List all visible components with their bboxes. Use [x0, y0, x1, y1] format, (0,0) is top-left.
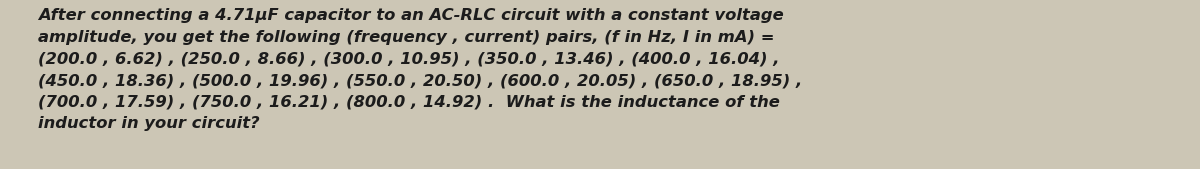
- Text: After connecting a 4.71μF capacitor to an AC-RLC circuit with a constant voltage: After connecting a 4.71μF capacitor to a…: [38, 8, 803, 131]
